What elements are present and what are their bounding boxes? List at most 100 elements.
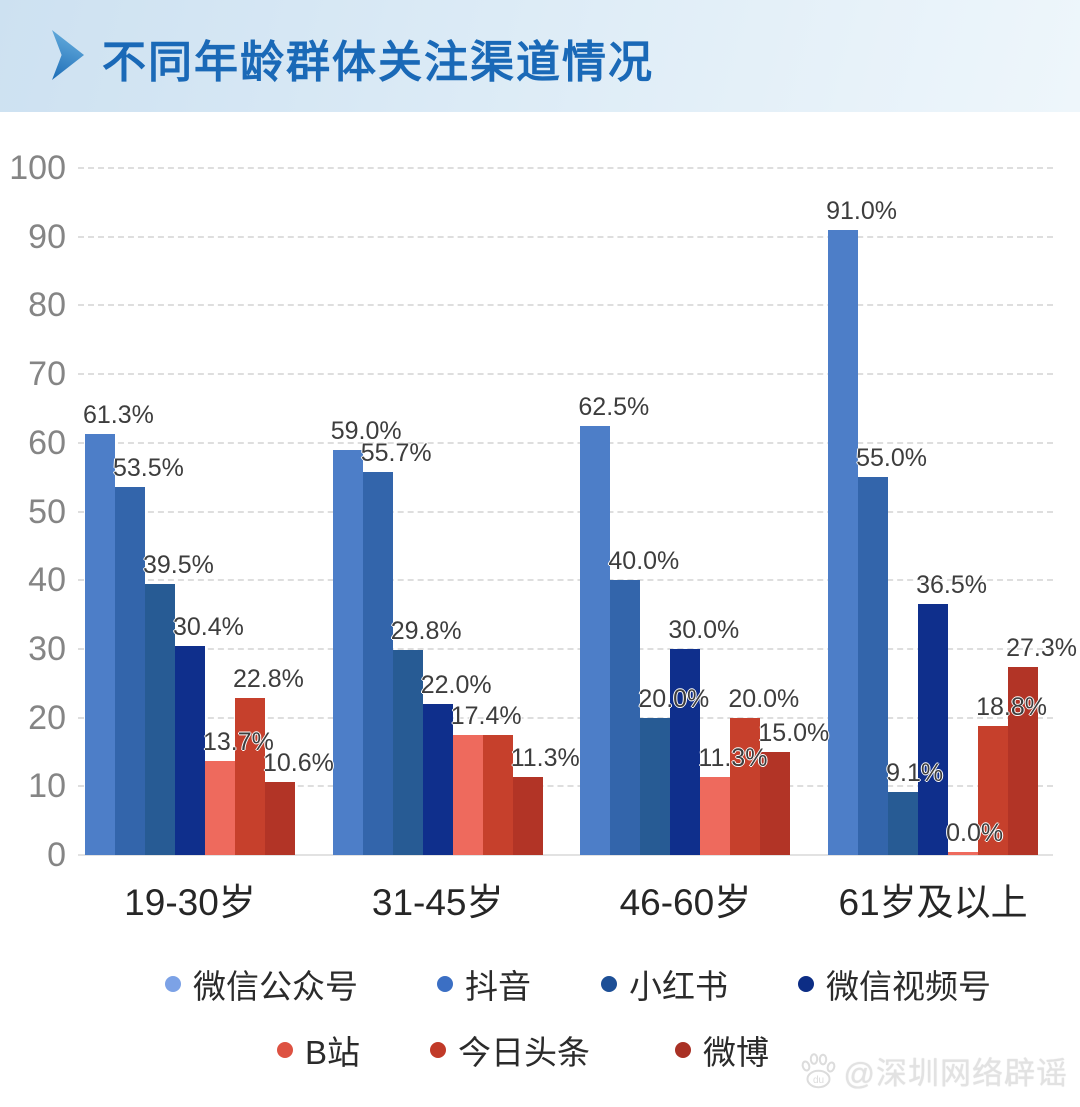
y-tick-0: 0: [47, 836, 66, 874]
watermark: du @深圳网络辟谣: [798, 1048, 1068, 1093]
bar-bilibili-group-2: [452, 735, 483, 855]
y-tick-100: 100: [9, 149, 66, 187]
bar-xiaohongshu-group-1: [145, 583, 175, 855]
value-label-bilibili-group-4: 0.0%: [946, 819, 1004, 847]
y-tick-70: 70: [28, 355, 66, 394]
gridline-50: [78, 510, 1053, 513]
legend-item-toutiao: 今日头条: [430, 1030, 590, 1071]
bar-toutiao-group-4: [978, 725, 1009, 855]
legend-dot-wechat-official-account: [165, 976, 181, 992]
bar-bilibili-group-4: [948, 852, 979, 855]
bar-bilibili-group-3: [700, 777, 731, 855]
value-label-wechat-official-account-group-3: 62.5%: [578, 392, 650, 421]
page-title: 不同年龄群体关注渠道情况: [102, 38, 654, 87]
value-label-wechat-video-group-4: 36.5%: [916, 571, 987, 600]
gridline-60: [78, 441, 1053, 444]
legend-item-wechat-official-account: 微信公众号: [165, 964, 358, 1005]
bar-wechat-official-account-group-4: [828, 229, 859, 855]
title-chevron-icon: [52, 30, 84, 80]
value-label-wechat-video-group-1: 30.4%: [173, 613, 244, 642]
y-tick-40: 40: [28, 561, 66, 600]
legend-item-bilibili: B站: [277, 1030, 360, 1071]
value-label-xiaohongshu-group-2: 29.8%: [390, 617, 462, 646]
value-label-douyin-group-2: 55.7%: [360, 439, 432, 468]
bar-douyin-group-3: [610, 580, 641, 855]
bar-wechat-official-account-group-1: [85, 433, 115, 855]
gridline-0: [78, 854, 1053, 856]
legend-label-weibo: 微博: [703, 1034, 769, 1071]
legend-label-toutiao: 今日头条: [458, 1034, 590, 1071]
bar-wechat-video-group-1: [175, 646, 205, 855]
legend-dot-weibo: [675, 1042, 691, 1058]
value-label-toutiao-group-3: 20.0%: [728, 684, 800, 713]
y-tick-90: 90: [28, 217, 66, 256]
bar-weibo-group-1: [265, 782, 295, 855]
value-label-xiaohongshu-group-4: 9.1%: [886, 759, 944, 788]
bar-weibo-group-4: [1008, 667, 1039, 855]
bar-douyin-group-2: [362, 472, 393, 855]
value-label-xiaohongshu-group-3: 20.0%: [638, 684, 710, 713]
value-label-weibo-group-4: 27.3%: [1006, 634, 1077, 663]
value-label-bilibili-group-1: 13.7%: [203, 727, 274, 756]
legend-label-bilibili: B站: [305, 1034, 361, 1071]
bar-wechat-video-group-4: [918, 604, 949, 855]
gridline-90: [78, 235, 1053, 238]
value-label-weibo-group-2: 11.3%: [510, 744, 580, 773]
bar-douyin-group-4: [858, 477, 889, 855]
y-tick-30: 30: [28, 629, 66, 668]
bar-xiaohongshu-group-4: [888, 792, 919, 855]
value-label-toutiao-group-1: 22.8%: [233, 665, 304, 694]
y-tick-60: 60: [28, 423, 66, 462]
gridline-10: [78, 785, 1053, 788]
value-label-bilibili-group-2: 17.4%: [450, 702, 522, 731]
bar-toutiao-group-1: [235, 698, 265, 855]
legend-item-xiaohongshu: 小红书: [601, 964, 728, 1005]
value-label-bilibili-group-3: 11.3%: [698, 744, 768, 773]
legend-label-douyin: 抖音: [465, 968, 531, 1005]
value-label-wechat-video-group-2: 22.0%: [420, 670, 492, 699]
x-label-group-3: 46-60岁: [619, 882, 752, 923]
baidu-paw-icon: du: [801, 1052, 835, 1088]
legend-dot-bilibili: [277, 1042, 293, 1058]
legend-dot-xiaohongshu: [601, 976, 617, 992]
gridline-30: [78, 647, 1053, 650]
legend-dot-toutiao: [430, 1042, 446, 1058]
legend-item-douyin: 抖音: [437, 964, 531, 1005]
legend-dot-douyin: [437, 976, 453, 992]
gridline-20: [78, 716, 1053, 719]
x-label-group-2: 31-45岁: [371, 882, 504, 923]
legend-label-wechat-video: 微信视频号: [826, 968, 991, 1005]
x-label-group-1: 19-30岁: [124, 882, 256, 923]
value-label-weibo-group-1: 10.6%: [263, 749, 334, 778]
gridline-80: [78, 304, 1053, 307]
value-label-douyin-group-4: 55.0%: [856, 444, 927, 473]
legend-dot-wechat-video: [798, 976, 814, 992]
bar-wechat-official-account-group-3: [580, 425, 611, 855]
legend-item-weibo: 微博: [675, 1030, 769, 1071]
bar-wechat-video-group-3: [670, 648, 701, 855]
x-label-group-4: 61岁及以上: [838, 882, 1028, 923]
watermark-text: @深圳网络辟谣: [843, 1056, 1068, 1091]
bar-douyin-group-1: [115, 487, 145, 855]
value-label-wechat-official-account-group-1: 61.3%: [83, 400, 154, 429]
legend-item-wechat-video: 微信视频号: [798, 964, 991, 1005]
value-label-douyin-group-3: 40.0%: [608, 547, 680, 576]
y-tick-20: 20: [28, 698, 66, 737]
svg-text:du: du: [812, 1075, 823, 1086]
value-label-wechat-video-group-3: 30.0%: [668, 615, 740, 644]
legend-label-xiaohongshu: 小红书: [629, 968, 728, 1005]
value-label-wechat-official-account-group-4: 91.0%: [826, 196, 897, 225]
value-label-xiaohongshu-group-1: 39.5%: [143, 550, 214, 579]
bar-xiaohongshu-group-3: [640, 717, 671, 855]
value-label-weibo-group-3: 15.0%: [758, 718, 830, 747]
bar-weibo-group-2: [512, 777, 543, 855]
bar-toutiao-group-3: [730, 717, 761, 855]
bar-xiaohongshu-group-2: [392, 650, 423, 855]
gridline-70: [78, 373, 1053, 376]
value-label-douyin-group-1: 53.5%: [113, 454, 184, 483]
y-tick-80: 80: [28, 286, 66, 325]
value-label-toutiao-group-4: 18.8%: [976, 692, 1047, 721]
y-tick-10: 10: [28, 767, 66, 806]
gridline-100: [78, 167, 1053, 169]
